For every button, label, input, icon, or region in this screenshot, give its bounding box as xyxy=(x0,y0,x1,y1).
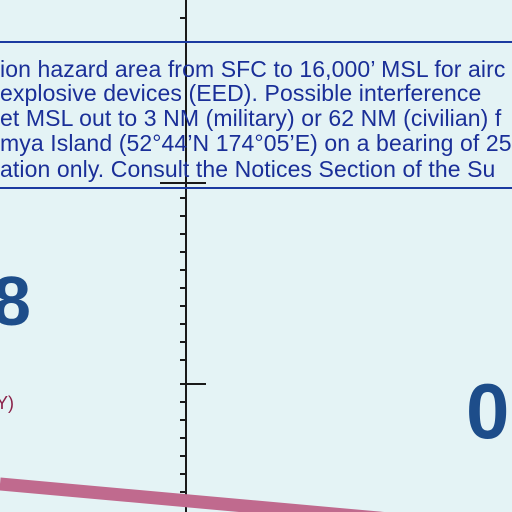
left-number-label: 8 xyxy=(0,262,31,340)
notice-box xyxy=(0,41,512,189)
notice-line-1: ion hazard area from SFC to 16,000’ MSL … xyxy=(0,56,506,82)
notice-line-4: mya Island (52°44’N 174°05’E) on a beari… xyxy=(0,130,512,156)
notice-line-3: et MSL out to 3 NM (military) or 62 NM (… xyxy=(0,105,502,131)
right-number-label: 0 xyxy=(466,367,510,455)
meridian-ticks xyxy=(160,17,206,493)
route-line xyxy=(0,477,385,512)
notice-line-2: explosive devices (EED). Possible interf… xyxy=(0,80,482,106)
notice-line-5: ation only. Consult the Notices Section … xyxy=(0,156,496,182)
left-paren-label: Y) xyxy=(0,393,14,413)
